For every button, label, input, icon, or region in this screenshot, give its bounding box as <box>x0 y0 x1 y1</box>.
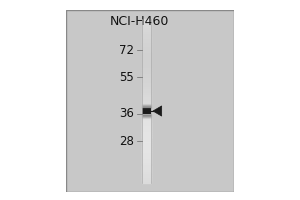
Bar <box>142 21 151 23</box>
Bar <box>142 29 151 31</box>
Bar <box>142 168 151 171</box>
Bar <box>142 116 151 117</box>
Bar <box>142 158 151 160</box>
Bar <box>142 129 151 132</box>
Bar <box>142 127 151 130</box>
Bar <box>142 58 151 60</box>
Bar <box>142 144 151 146</box>
Bar <box>142 152 151 154</box>
Bar <box>142 74 151 76</box>
Text: 36: 36 <box>119 107 134 120</box>
Bar <box>142 82 151 85</box>
Bar <box>142 115 151 117</box>
Bar <box>142 148 151 150</box>
Bar <box>142 70 151 72</box>
Bar <box>142 162 151 164</box>
Bar <box>142 123 151 126</box>
Bar <box>142 39 151 42</box>
Text: 72: 72 <box>118 44 134 57</box>
Bar <box>142 113 151 115</box>
Bar <box>142 125 151 128</box>
Bar <box>142 137 151 140</box>
Bar <box>142 172 151 175</box>
Bar <box>142 156 151 158</box>
Bar <box>142 54 151 56</box>
Bar <box>142 33 151 35</box>
Bar <box>142 88 151 91</box>
Bar <box>142 84 151 87</box>
Bar <box>142 72 151 74</box>
Bar <box>142 142 151 144</box>
Bar <box>142 164 151 167</box>
Bar <box>142 68 151 70</box>
Bar <box>142 19 151 21</box>
Bar <box>142 140 151 142</box>
Bar <box>142 41 151 44</box>
Bar <box>142 117 151 118</box>
Bar <box>142 90 151 93</box>
Bar <box>142 62 151 64</box>
Bar <box>142 19 151 183</box>
Bar <box>142 45 151 48</box>
Text: NCI-H460: NCI-H460 <box>110 15 169 28</box>
Bar <box>142 160 151 162</box>
Polygon shape <box>153 106 162 116</box>
Bar <box>142 47 151 50</box>
Bar <box>142 37 151 40</box>
Bar <box>142 109 151 111</box>
Bar <box>142 76 151 78</box>
Bar <box>142 99 151 101</box>
Bar <box>142 131 151 134</box>
Bar <box>142 60 151 62</box>
Bar <box>142 114 151 115</box>
Text: 28: 28 <box>119 135 134 148</box>
Bar <box>142 146 151 148</box>
Bar <box>142 103 151 105</box>
Bar <box>142 150 151 152</box>
Bar <box>142 133 151 136</box>
Bar <box>142 106 151 107</box>
Bar <box>142 104 151 105</box>
Bar <box>142 105 151 107</box>
Bar <box>142 105 151 106</box>
Bar <box>142 92 151 95</box>
Bar <box>142 111 151 113</box>
Bar <box>142 166 151 169</box>
Bar <box>142 154 151 156</box>
Bar <box>142 23 151 25</box>
Bar <box>142 31 151 33</box>
Bar <box>142 86 151 89</box>
Bar <box>142 25 151 27</box>
Bar <box>142 135 151 138</box>
Bar <box>142 51 151 54</box>
Bar <box>142 27 151 29</box>
Bar <box>142 117 151 119</box>
Bar <box>142 115 151 116</box>
Bar <box>142 78 151 81</box>
Bar <box>142 80 151 83</box>
Bar <box>142 43 151 46</box>
Bar <box>142 119 151 121</box>
Bar <box>142 108 151 114</box>
Bar <box>142 107 151 109</box>
Bar <box>142 101 151 103</box>
Bar <box>142 176 151 179</box>
Bar <box>142 121 151 124</box>
Bar <box>142 35 151 38</box>
Bar <box>142 94 151 97</box>
Bar <box>142 174 151 177</box>
Bar <box>142 180 151 183</box>
Bar <box>142 170 151 173</box>
Bar <box>142 49 151 52</box>
Bar <box>142 97 151 99</box>
Bar <box>142 64 151 66</box>
Text: 55: 55 <box>119 71 134 84</box>
Bar <box>142 107 151 108</box>
Bar <box>142 178 151 181</box>
Bar <box>142 56 151 58</box>
Bar <box>142 66 151 68</box>
